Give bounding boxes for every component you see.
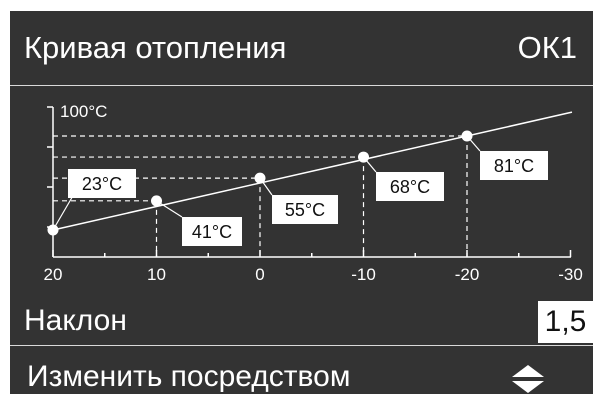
page-title: Кривая отопления [24,30,287,65]
point-label: 41°C [192,222,232,242]
circuit-label: ОК1 [517,30,577,65]
slope-value[interactable]: 1,5 [538,301,593,343]
label-leader [52,193,75,231]
x-tick-label: 0 [255,265,264,284]
x-tick-label: 20 [44,265,63,284]
x-tick-label: -10 [351,265,376,284]
x-tick-label: 10 [147,265,166,284]
point-label-box [182,217,242,246]
change-via-label: Изменить посредством [27,360,351,393]
point-label: 81°C [494,156,534,176]
x-tick-label: -30 [558,265,583,284]
heating-curve-chart: 100°C 20 10 0 -10 -20 -30 23°C 41°C 55°C 68°C 81°C [44,102,583,284]
heating-curve-line [52,111,573,231]
divider [10,345,593,346]
point-label: 68°C [390,177,430,197]
slope-label: Наклон [24,304,127,337]
heating-curve-screen: Кривая отопления ОК1 100°C 20 10 0 -10 -20 -30… [10,11,593,394]
up-down-arrows-icon[interactable] [510,364,546,394]
label-leader [259,177,273,196]
point-label-box [376,172,444,201]
label-leader [156,200,183,218]
chart-guides [53,135,468,257]
point-label-box [480,151,548,180]
point-label-box [272,195,338,224]
point-label: 55°C [285,200,325,220]
header-bar: Кривая отопления ОК1 [10,11,593,86]
label-leader [466,135,481,152]
chart-labels: 23°C 41°C 55°C 68°C 81°C [52,135,548,246]
point-label: 23°C [82,174,122,194]
y-axis-label: 100°C [60,102,107,121]
x-tick-label: -20 [455,265,480,284]
label-leader [363,156,377,173]
point-label-box [68,169,136,198]
